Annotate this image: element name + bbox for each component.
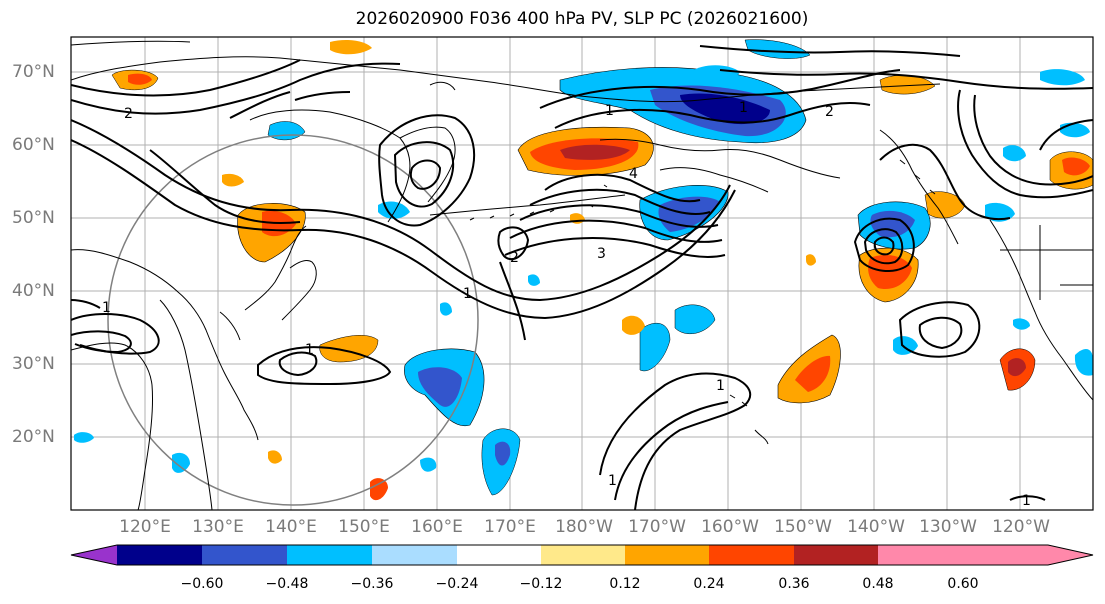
contour-label: 1 [605, 103, 614, 119]
colorbar-bin [117, 545, 202, 565]
lon-tick-label: 120°W [992, 517, 1050, 537]
lon-tick-label: 130°W [919, 517, 977, 537]
contour-label: 1 [463, 286, 472, 302]
colorbar-tick-label: 0.24 [693, 576, 725, 592]
map-title: 2026020900 F036 400 hPa PV, SLP PC (2026… [355, 9, 809, 29]
contour-label: 1 [716, 378, 725, 394]
contour-label: 1 [305, 342, 314, 358]
colorbar-bin [794, 545, 878, 565]
lon-tick-label: 120°E [119, 517, 171, 537]
colorbar-tick-label: −0.60 [180, 576, 224, 592]
colorbar-bin [709, 545, 794, 565]
contour-label: 4 [629, 166, 638, 182]
lon-tick-label: 150°E [338, 517, 390, 537]
contour-label: 2 [510, 250, 519, 266]
lat-tick-label: 60°N [12, 135, 55, 155]
colorbar [70, 544, 1094, 566]
lat-tick-label: 30°N [12, 354, 55, 374]
map-frame [70, 36, 1094, 511]
lon-tick-label: 140°W [847, 517, 905, 537]
colorbar-bin [625, 545, 709, 565]
lon-tick-label: 150°W [774, 517, 832, 537]
contour-label: 1 [1022, 493, 1031, 509]
colorbar-tick-label: 0.48 [862, 576, 894, 592]
lat-tick-label: 50°N [12, 208, 55, 228]
colorbar-tick-label: −0.24 [435, 576, 479, 592]
colorbar-tick-label: −0.36 [350, 576, 394, 592]
lon-tick-label: 160°W [701, 517, 759, 537]
lon-tick-label: 130°E [192, 517, 244, 537]
lon-tick-label: 140°E [265, 517, 317, 537]
colorbar-tick-label: 0.12 [609, 576, 641, 592]
lon-tick-label: 170°E [484, 517, 536, 537]
contour-label: 2 [825, 104, 834, 120]
region-circle [107, 134, 479, 506]
contour-label: 1 [608, 473, 617, 489]
colorbar-bin [541, 545, 625, 565]
colorbar-tick-label: 0.36 [778, 576, 810, 592]
colorbar-tick-label: 0.60 [947, 576, 979, 592]
slp-contours [71, 45, 1093, 510]
colorbar-extend-low [71, 545, 117, 565]
colorbar-bin [878, 545, 963, 565]
colorbar-bin [287, 545, 372, 565]
lon-tick-label: 160°E [411, 517, 463, 537]
contour-label: 2 [124, 106, 133, 122]
lat-tick-label: 70°N [12, 62, 55, 82]
lon-tick-label: 180°W [555, 517, 613, 537]
contour-label: 1 [102, 300, 111, 316]
colorbar-tick-label: −0.12 [519, 576, 563, 592]
contour-label: 1 [739, 100, 748, 116]
colorbar-tick-label: −0.48 [265, 576, 309, 592]
colorbar-extend-high [963, 545, 1093, 565]
colorbar-bin [457, 545, 541, 565]
contour-label: 3 [597, 246, 606, 262]
lat-tick-label: 20°N [12, 427, 55, 447]
colorbar-bin [202, 545, 287, 565]
lon-tick-label: 170°W [628, 517, 686, 537]
pv-anomaly-shading [74, 39, 1093, 501]
colorbar-bin [372, 545, 457, 565]
contour-labels: 2 1 2 1 4 3 2 1 1 1 1 1 1 [102, 100, 1031, 509]
lat-tick-label: 40°N [12, 281, 55, 301]
